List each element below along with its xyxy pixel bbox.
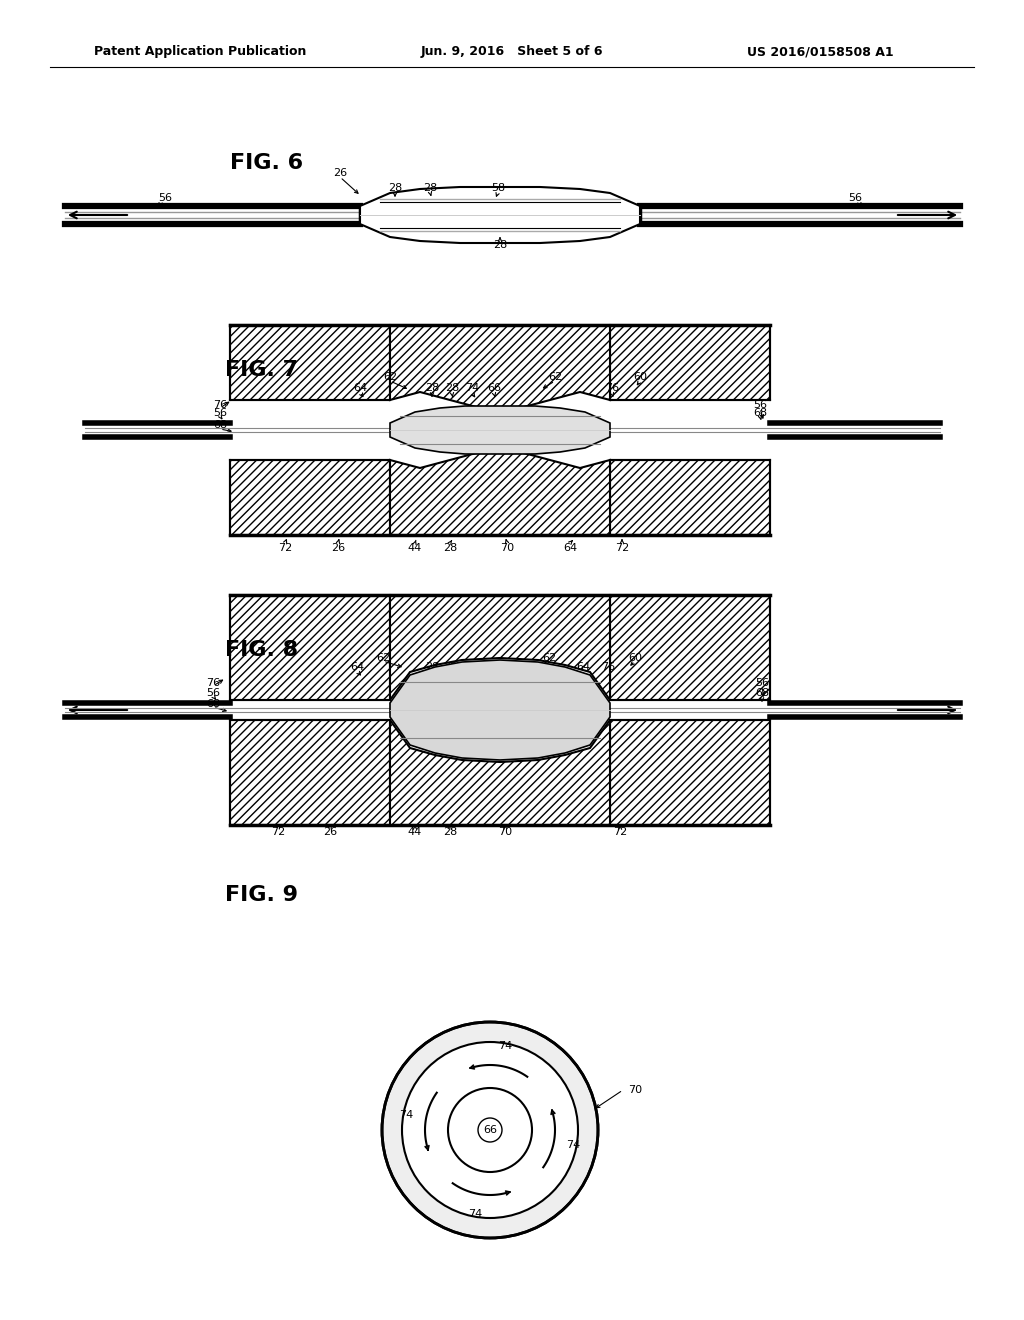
Polygon shape (390, 660, 610, 760)
Text: 72: 72 (278, 543, 292, 553)
Text: 70: 70 (628, 1085, 642, 1096)
Polygon shape (390, 325, 610, 412)
Text: 26: 26 (323, 828, 337, 837)
Text: 70: 70 (498, 828, 512, 837)
Text: 56: 56 (848, 193, 862, 203)
Text: 72: 72 (271, 828, 285, 837)
Text: 56: 56 (755, 678, 769, 688)
Text: 28: 28 (493, 240, 507, 249)
Text: 68: 68 (753, 408, 767, 418)
Text: 28: 28 (442, 543, 457, 553)
Text: 66: 66 (483, 1125, 497, 1135)
Text: FIG. 9: FIG. 9 (225, 884, 298, 906)
Text: FIG. 8: FIG. 8 (225, 640, 298, 660)
Text: 76: 76 (206, 678, 220, 688)
Text: 56: 56 (213, 408, 227, 418)
Text: 74: 74 (465, 383, 479, 393)
Text: 74: 74 (463, 663, 477, 672)
Polygon shape (230, 459, 390, 535)
Text: 74: 74 (468, 1209, 482, 1218)
Text: 56: 56 (158, 193, 172, 203)
Text: 28: 28 (425, 663, 439, 672)
Text: 68: 68 (213, 420, 227, 430)
Text: 70: 70 (500, 543, 514, 553)
Text: 60: 60 (628, 653, 642, 663)
Polygon shape (610, 325, 770, 400)
Text: 28: 28 (442, 663, 457, 672)
Polygon shape (230, 325, 390, 400)
Polygon shape (390, 595, 610, 700)
Text: 28: 28 (425, 383, 439, 393)
Text: 66: 66 (485, 663, 499, 672)
Text: 44: 44 (408, 543, 422, 553)
Polygon shape (230, 595, 390, 700)
Text: 62: 62 (548, 372, 562, 381)
Polygon shape (390, 719, 610, 825)
Text: 76: 76 (605, 383, 620, 393)
Text: 58: 58 (490, 183, 505, 193)
Text: 74: 74 (566, 1139, 581, 1150)
Text: US 2016/0158508 A1: US 2016/0158508 A1 (746, 45, 893, 58)
Text: 62: 62 (376, 653, 390, 663)
Text: FIG. 7: FIG. 7 (225, 360, 298, 380)
Text: 28: 28 (444, 383, 459, 393)
Text: 64: 64 (575, 663, 590, 672)
Text: 72: 72 (613, 828, 627, 837)
Text: 68: 68 (206, 700, 220, 709)
Text: 60: 60 (633, 372, 647, 381)
Polygon shape (610, 719, 770, 825)
Text: 28: 28 (442, 828, 457, 837)
Text: 72: 72 (614, 543, 629, 553)
Text: 74: 74 (399, 1110, 414, 1121)
Text: 64: 64 (563, 543, 578, 553)
Polygon shape (390, 447, 610, 535)
Polygon shape (390, 407, 610, 454)
Polygon shape (230, 719, 390, 825)
Text: 64: 64 (353, 383, 367, 393)
Text: 28: 28 (423, 183, 437, 193)
Polygon shape (610, 459, 770, 535)
Text: 44: 44 (408, 828, 422, 837)
Text: 56: 56 (206, 688, 220, 698)
Polygon shape (610, 595, 770, 700)
Text: 26: 26 (333, 168, 347, 178)
Text: 76: 76 (601, 663, 615, 672)
Text: 28: 28 (388, 183, 402, 193)
Polygon shape (382, 1022, 598, 1238)
Text: 68: 68 (755, 688, 769, 698)
Text: FIG. 6: FIG. 6 (230, 153, 303, 173)
Text: 74: 74 (498, 1041, 512, 1051)
Text: 26: 26 (331, 543, 345, 553)
Text: 76: 76 (213, 400, 227, 411)
Text: Jun. 9, 2016   Sheet 5 of 6: Jun. 9, 2016 Sheet 5 of 6 (421, 45, 603, 58)
Text: 64: 64 (350, 663, 365, 672)
Text: 66: 66 (487, 383, 501, 393)
Text: 56: 56 (753, 400, 767, 411)
Text: 62: 62 (542, 653, 556, 663)
Polygon shape (360, 187, 640, 243)
Text: Patent Application Publication: Patent Application Publication (94, 45, 306, 58)
Text: 62: 62 (383, 372, 397, 381)
